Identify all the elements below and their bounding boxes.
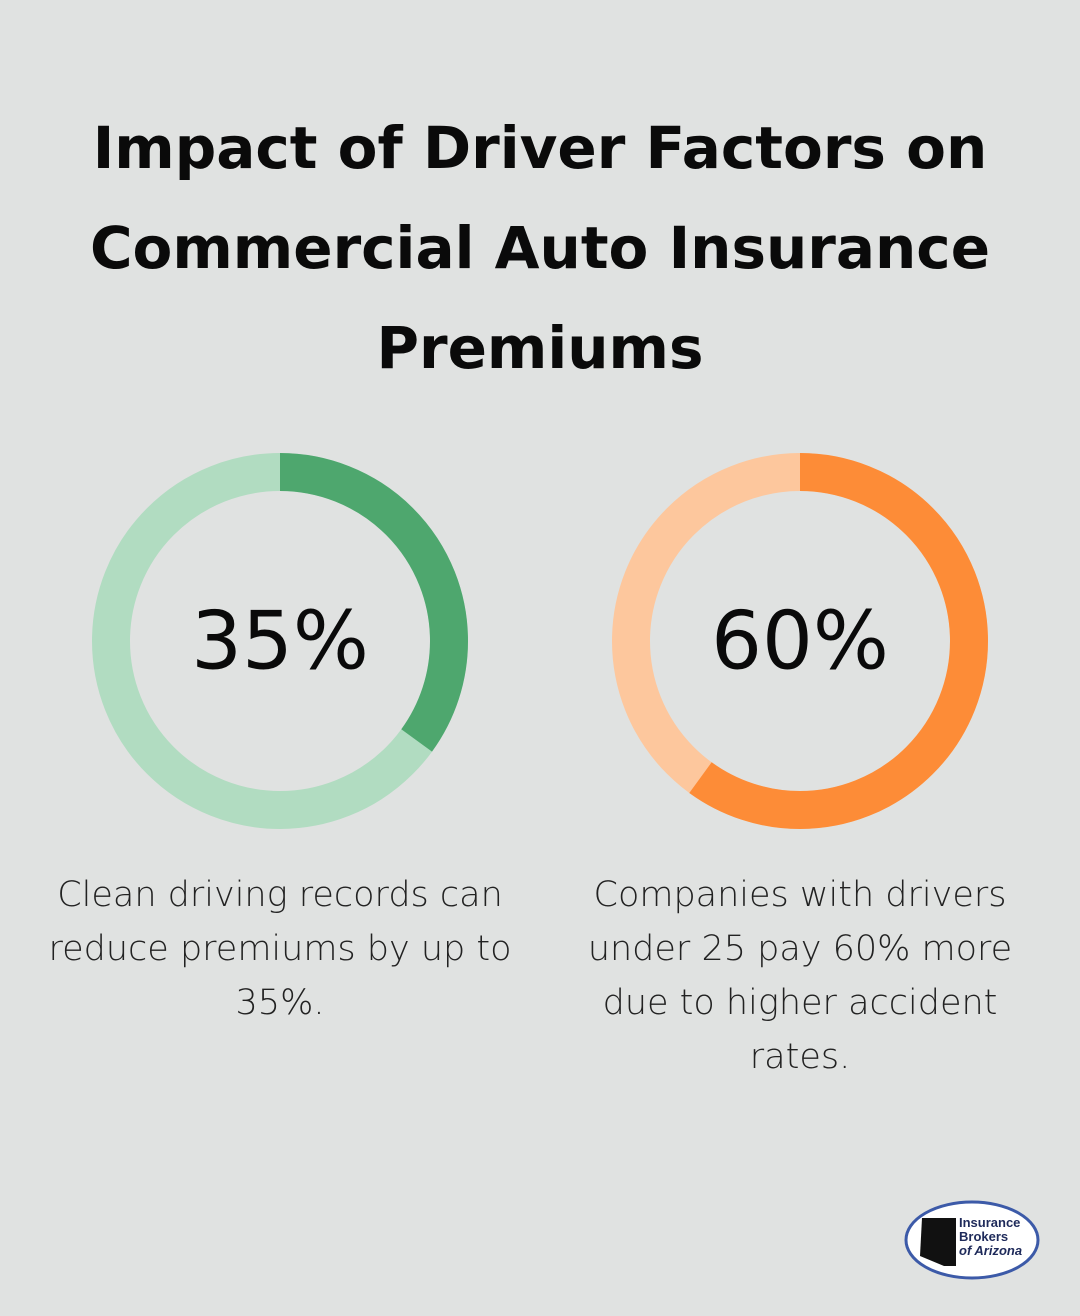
logo: Insurance Brokers of Arizona [904, 1200, 1040, 1280]
donut-value-label: 35% [191, 595, 369, 688]
logo-text: of Arizona [959, 1243, 1022, 1258]
title: Impact of Driver Factors on Commercial A… [89, 114, 991, 382]
logo-map [920, 1218, 956, 1266]
caption: Clean driving records can reduce premium… [48, 875, 512, 1023]
caption: Companies with drivers under 25 pay 60% … [587, 875, 1013, 1077]
logo-text: Brokers [959, 1229, 1008, 1244]
donut-segment [92, 453, 468, 829]
logo-text: Insurance [959, 1215, 1020, 1230]
donut-value-label: 60% [711, 595, 889, 688]
donut-segment [612, 453, 988, 829]
